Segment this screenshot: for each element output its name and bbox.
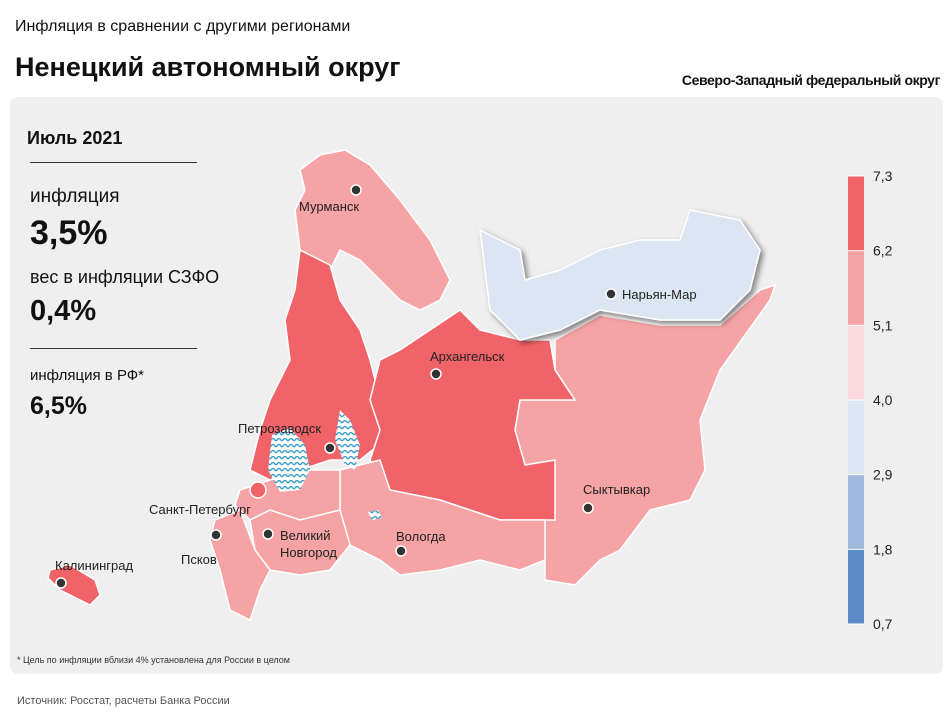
period: Июль 2021 (27, 128, 123, 148)
legend-band (848, 474, 864, 550)
region (339, 459, 546, 576)
legend-tick-label: 0,7 (873, 616, 893, 632)
source: Источник: Росстат, расчеты Банка России (17, 695, 230, 707)
legend: 7,3 6,2 5,1 4,0 2,9 1,8 0,7 (848, 168, 893, 632)
legend-band (848, 549, 864, 624)
city-label: Псков (181, 552, 217, 567)
city-label: Калининград (55, 558, 134, 573)
city-label: Сыктывкар (583, 482, 651, 497)
legend-band (848, 250, 864, 326)
region (249, 481, 267, 499)
city-dot (324, 442, 336, 454)
lake (368, 510, 382, 520)
city-dot (210, 529, 222, 541)
subtitle: Инфляция в сравнении с другими регионами (15, 18, 351, 35)
region (47, 564, 101, 606)
region (209, 509, 271, 622)
legend-tick-label: 5,1 (873, 317, 893, 333)
city-dot (262, 528, 274, 540)
legend-tick-label: 7,3 (873, 168, 893, 184)
legend-band (848, 325, 864, 400)
lake (268, 428, 310, 492)
legend-tick-label: 4,0 (873, 392, 893, 408)
city-label: Нарьян-Мар (622, 287, 697, 302)
city-label: Петрозаводск (238, 421, 322, 436)
inflation-label: инфляция (30, 186, 120, 207)
city-label: Вологда (396, 529, 446, 544)
city-dot (582, 502, 594, 514)
city-dot (605, 288, 617, 300)
city-dot (395, 545, 407, 557)
city-label: Мурманск (299, 199, 360, 214)
rf-value: 6,5% (30, 392, 87, 420)
legend-tick-label: 2,9 (873, 467, 893, 483)
divider (30, 162, 197, 163)
region-selected (479, 209, 761, 341)
lake (335, 410, 360, 470)
city-label: Архангельск (430, 349, 505, 364)
legend-band (848, 176, 864, 251)
weight-label: вес в инфляции СЗФО (30, 267, 220, 287)
city-dot (350, 184, 362, 196)
district: Северо-Западный федеральный округ (681, 72, 940, 88)
city-dot (430, 368, 442, 380)
footnote: * Цель по инфляции вблизи 4% установлена… (17, 655, 290, 665)
region (249, 248, 386, 481)
legend-tick-label: 6,2 (873, 243, 893, 259)
legend-tick-label: 1,8 (873, 541, 893, 557)
city-label: Санкт-Петербург (149, 502, 251, 517)
city-dot (55, 577, 67, 589)
city-label: Великий Новгород (280, 528, 337, 560)
weight-value: 0,4% (30, 295, 97, 327)
divider (30, 348, 197, 349)
rf-label: инфляция в РФ* (30, 367, 145, 384)
region (294, 149, 451, 311)
legend-band (848, 400, 864, 475)
title: Ненецкий автономный округ (15, 52, 401, 82)
inflation-value: 3,5% (30, 214, 108, 252)
